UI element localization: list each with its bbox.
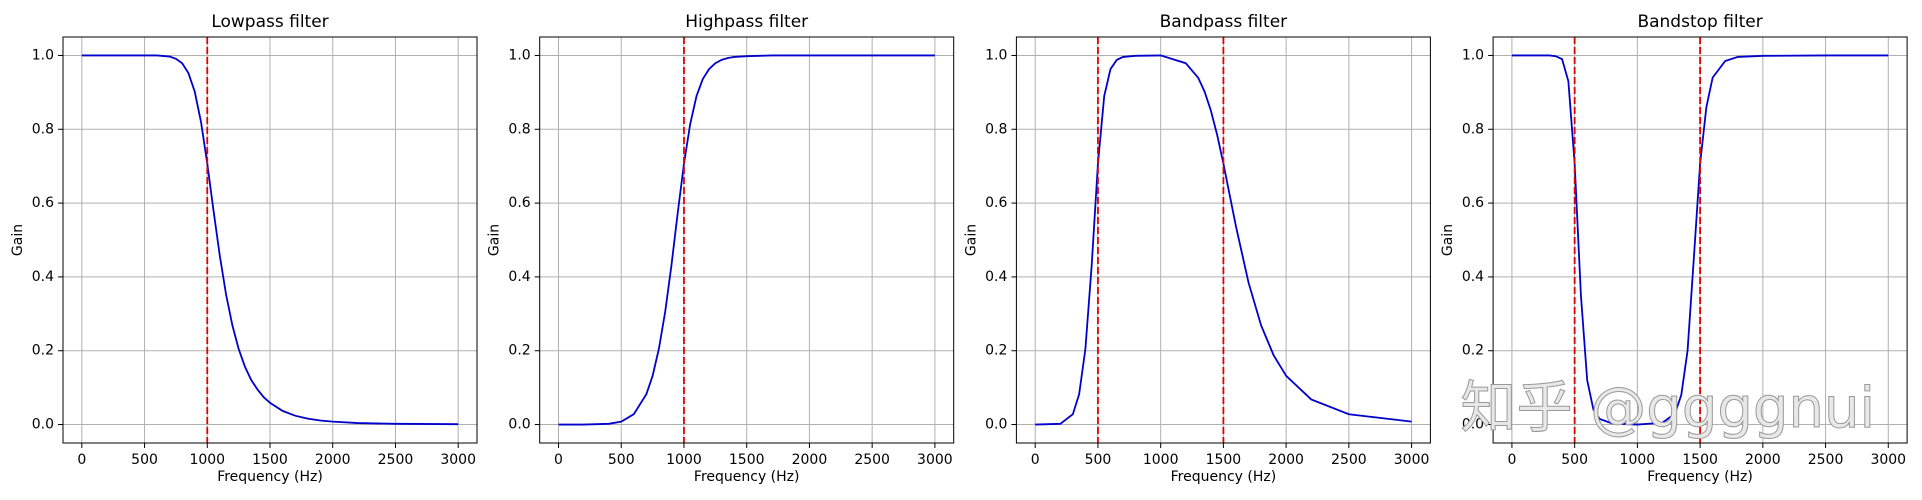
x-tick-label: 2500 — [1331, 452, 1367, 468]
y-tick-label: 0.4 — [32, 269, 54, 285]
line — [1511, 54, 1889, 426]
y-tick-label: 0.0 — [1462, 417, 1484, 433]
y-tick-label: 0.8 — [508, 121, 530, 137]
y-tick-label: 0.6 — [1462, 195, 1484, 211]
y-tick-label: 0.0 — [508, 417, 530, 433]
x-axis-label: Frequency (Hz) — [1171, 469, 1277, 485]
line — [558, 54, 935, 426]
y-tick-label: 0.6 — [508, 195, 530, 211]
y-tick-label: 1.0 — [985, 47, 1007, 63]
x-axis-label: Frequency (Hz) — [1647, 469, 1753, 485]
x-tick-label: 2500 — [1808, 452, 1844, 468]
y-tick-label: 0.8 — [985, 121, 1007, 137]
x-tick-label: 1500 — [729, 452, 765, 468]
y-tick-label: 1.0 — [508, 47, 530, 63]
x-tick-label: 0 — [1031, 452, 1040, 468]
x-tick-label: 0 — [1507, 452, 1516, 468]
x-tick-label: 2500 — [854, 452, 890, 468]
axes-frame — [539, 36, 955, 444]
chart-title: Bandstop filter — [1637, 12, 1762, 32]
y-tick-label: 0.0 — [985, 417, 1007, 433]
y-tick-label: 0.8 — [1462, 121, 1484, 137]
y-tick-label: 0.2 — [985, 343, 1007, 359]
x-tick-label: 1000 — [1143, 452, 1179, 468]
y-axis-label: Gain — [963, 224, 979, 256]
y-tick-label: 0.4 — [985, 269, 1007, 285]
x-tick-label: 0 — [554, 452, 563, 468]
x-tick-label: 2500 — [378, 452, 414, 468]
y-tick-label: 0.6 — [32, 195, 54, 211]
chart-title: Highpass filter — [685, 12, 808, 32]
x-tick-label: 1500 — [252, 452, 288, 468]
x-axis-label: Frequency (Hz) — [217, 469, 323, 485]
x-tick-label: 500 — [1085, 452, 1112, 468]
x-tick-label: 500 — [608, 452, 635, 468]
axes-frame — [62, 36, 478, 444]
x-tick-label: 3000 — [917, 452, 953, 468]
chart-title: Lowpass filter — [211, 12, 328, 32]
y-axis-label: Gain — [1440, 224, 1456, 256]
y-tick-label: 0.4 — [1462, 269, 1484, 285]
x-tick-label: 1000 — [666, 452, 702, 468]
x-tick-label: 3000 — [1394, 452, 1430, 468]
line — [1035, 54, 1412, 426]
x-tick-label: 2000 — [1268, 452, 1304, 468]
x-tick-label: 3000 — [440, 452, 476, 468]
x-tick-label: 0 — [77, 452, 86, 468]
chart-title: Bandpass filter — [1160, 12, 1288, 32]
y-tick-label: 0.0 — [32, 417, 54, 433]
x-tick-label: 1000 — [1620, 452, 1656, 468]
x-tick-label: 500 — [131, 452, 158, 468]
x-tick-label: 1000 — [189, 452, 225, 468]
y-tick-label: 1.0 — [32, 47, 54, 63]
y-tick-label: 1.0 — [1462, 47, 1484, 63]
x-tick-label: 3000 — [1870, 452, 1906, 468]
y-tick-label: 0.2 — [32, 343, 54, 359]
y-tick-label: 0.6 — [985, 195, 1007, 211]
x-tick-label: 2000 — [792, 452, 828, 468]
y-axis-label: Gain — [10, 224, 26, 256]
watermark: 知乎 @ggggnui — [1460, 376, 1875, 441]
axes-frame — [1492, 36, 1908, 444]
y-axis-label: Gain — [487, 224, 503, 256]
x-tick-label: 500 — [1561, 452, 1588, 468]
x-tick-label: 1500 — [1682, 452, 1718, 468]
y-tick-label: 0.2 — [1462, 343, 1484, 359]
line — [81, 54, 459, 426]
x-tick-label: 1500 — [1206, 452, 1242, 468]
x-axis-label: Frequency (Hz) — [694, 469, 800, 485]
x-tick-label: 2000 — [315, 452, 351, 468]
y-tick-label: 0.4 — [508, 269, 530, 285]
x-tick-label: 2000 — [1745, 452, 1781, 468]
y-tick-label: 0.2 — [508, 343, 530, 359]
axes-frame — [1015, 36, 1431, 444]
y-tick-label: 0.8 — [32, 121, 54, 137]
